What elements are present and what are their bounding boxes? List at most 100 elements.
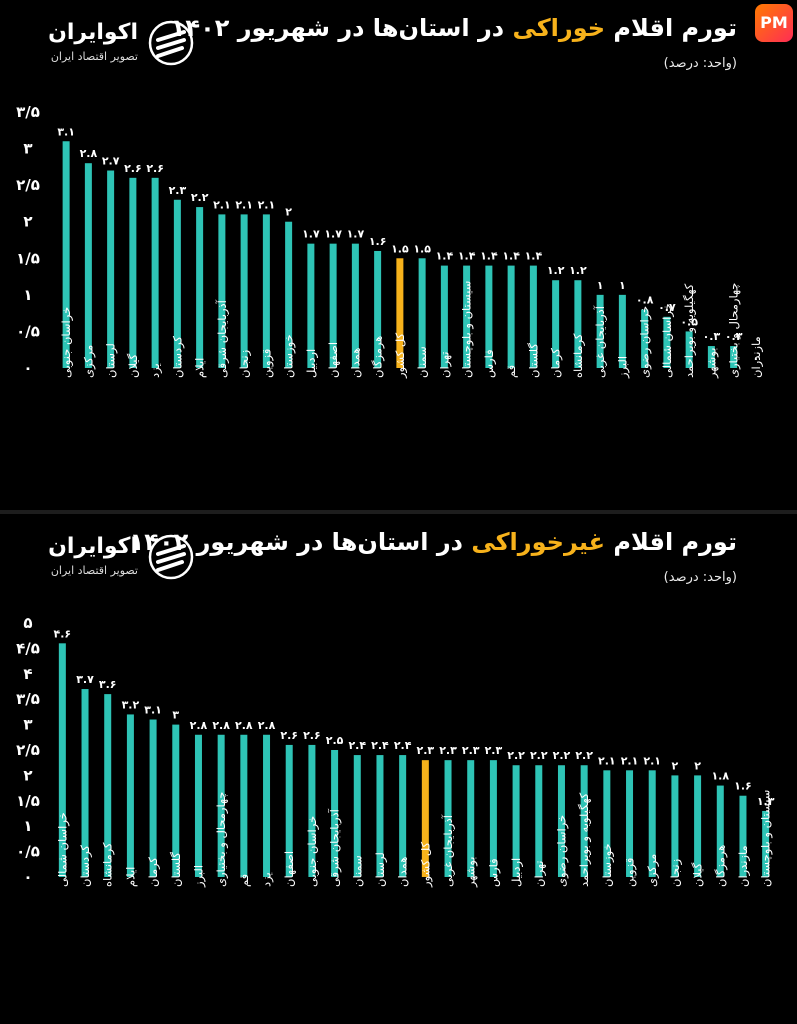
- data-label: ۲.۲: [553, 749, 571, 762]
- bar: [351, 243, 359, 368]
- chart-title: تورم اقلام خوراکی در استان‌ها در شهریور …: [171, 14, 737, 42]
- bar: [574, 280, 582, 368]
- data-label: ۲.۸: [258, 719, 276, 732]
- category-label: کردستان: [78, 844, 93, 887]
- bar: [129, 177, 137, 368]
- data-label: ۱.۴: [458, 250, 476, 263]
- food-inflation-panel: PM اکوایران تصویر اقتصاد ایران تورم اقلا…: [0, 0, 797, 510]
- category-label: بوشهر: [704, 348, 719, 379]
- data-label: ۰.۳: [725, 330, 743, 343]
- category-label: گیلان: [691, 862, 705, 887]
- category-label: قزوین: [623, 858, 638, 887]
- bar: [126, 714, 134, 877]
- category-label: خراسان رضوی: [638, 306, 653, 378]
- bar: [489, 760, 497, 877]
- category-label: اردبیل: [509, 858, 524, 887]
- category-label: بوشهر: [464, 857, 479, 888]
- category-label: گلستان: [169, 852, 183, 887]
- y-tick-label: ۲/۵: [16, 176, 40, 194]
- title-highlight: غیرخوراکی: [471, 528, 606, 556]
- bar: [685, 331, 693, 368]
- data-label: ۱.۴: [502, 250, 520, 263]
- brand-logo: اکوایران تصویر اقتصاد ایران: [34, 20, 194, 68]
- brand-emblem-icon: [148, 534, 194, 580]
- y-tick-label: ۰: [23, 868, 32, 886]
- data-label: ۱.۷: [324, 228, 342, 241]
- category-label: خراسان شمالی: [55, 812, 70, 887]
- y-tick-label: ۱: [23, 817, 32, 835]
- data-label: ۱.۵: [391, 242, 409, 255]
- bar: [648, 770, 656, 877]
- bar: [444, 760, 452, 877]
- data-label: ۰.۸: [636, 293, 654, 306]
- y-tick-label: ۱: [23, 286, 32, 304]
- category-label: آذربایجان غربی: [441, 814, 456, 887]
- data-label: ۳: [172, 709, 179, 722]
- bar: [149, 719, 157, 877]
- data-label: ۲.۳: [417, 744, 435, 757]
- category-label: گلستان: [526, 343, 540, 378]
- data-label: ۲.۶: [303, 729, 321, 742]
- bar: [194, 734, 202, 877]
- category-label: قم: [237, 874, 251, 887]
- bar: [240, 734, 248, 877]
- bar: [308, 744, 316, 877]
- y-tick-label: ۰/۵: [16, 322, 40, 340]
- nonfood-inflation-bar-chart: ۰ ۰/۵ ۱ ۱/۵ ۲ ۲/۵ ۳ ۳/۵ ۴ ۴/۵ ۵ ۴.۶ خراسان شمالی ۳.۷ ک…: [16, 614, 775, 888]
- category-label: کرمانشاه: [571, 333, 586, 378]
- category-label: اردبیل: [304, 349, 319, 378]
- bar: [418, 258, 426, 368]
- y-tick-label: ۱/۵: [16, 792, 40, 810]
- category-label: کهگیلویه و بویراحمد: [577, 792, 592, 887]
- data-label: ۲: [285, 206, 292, 219]
- bar: [626, 770, 634, 877]
- data-label: ۱.۲: [569, 264, 587, 277]
- data-label: ۱.۴: [436, 250, 454, 263]
- data-label: ۲.۲: [530, 749, 548, 762]
- category-label: سیستان و بلوچستان: [460, 281, 475, 378]
- data-label: ۲.۷: [102, 155, 120, 168]
- category-label: همدان: [348, 348, 362, 378]
- data-label: ۲.۲: [191, 191, 209, 204]
- data-label: ۱.۵: [413, 242, 431, 255]
- data-label: ۲.۶: [280, 729, 298, 742]
- bar: [196, 207, 204, 368]
- data-label: ۱.۴: [480, 250, 498, 263]
- panel-divider: [0, 510, 797, 514]
- data-label: ۱.۲: [547, 264, 565, 277]
- brand-emblem-icon: [148, 20, 194, 66]
- category-label: زنجان: [668, 859, 683, 887]
- bar: [507, 265, 515, 368]
- data-label: ۰.۳: [703, 330, 721, 343]
- data-label: ۴.۶: [54, 627, 72, 640]
- category-label: کرمانشاه: [101, 842, 116, 887]
- bar: [596, 294, 604, 368]
- category-label: کل کشور: [393, 332, 408, 379]
- category-label: آذربایجان شرقی: [215, 299, 230, 378]
- category-label: فارس: [482, 349, 497, 378]
- unit-label: (واحد: درصد): [663, 56, 737, 71]
- category-label: مرکزی: [81, 345, 96, 378]
- nonfood-inflation-panel: اکوایران تصویر اقتصاد ایران تورم اقلام غ…: [0, 514, 797, 1024]
- pm-badge: PM: [755, 4, 793, 42]
- category-label: یزد: [148, 363, 163, 378]
- y-tick-label: ۴/۵: [16, 639, 40, 657]
- category-label: تهران: [437, 352, 452, 379]
- bar: [396, 258, 404, 368]
- data-label: ۳.۷: [76, 673, 94, 686]
- bar: [58, 643, 66, 877]
- bar: [694, 775, 702, 877]
- title-highlight: خوراکی: [512, 14, 606, 42]
- category-label: گیلان: [126, 353, 140, 378]
- category-label: سمنان: [350, 855, 364, 887]
- data-label: ۲.۵: [326, 734, 344, 747]
- data-label: ۲.۱: [598, 754, 616, 767]
- y-tick-label: ۳: [23, 716, 32, 734]
- data-label: ۲.۴: [371, 739, 389, 752]
- data-label: ۲.۴: [348, 739, 366, 752]
- bar: [262, 214, 270, 368]
- bar: [535, 765, 543, 877]
- category-label: قم: [504, 365, 518, 378]
- category-label: لرستان: [104, 343, 119, 378]
- data-label: ۰.۵: [680, 315, 698, 328]
